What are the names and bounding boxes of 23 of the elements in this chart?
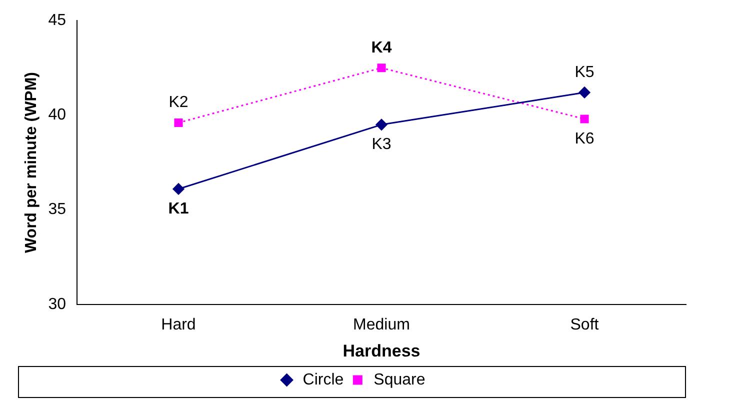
legend-label: Square xyxy=(374,371,426,388)
y-tick-label: 35 xyxy=(48,201,66,218)
legend-label: Circle xyxy=(302,371,344,388)
point xyxy=(376,118,388,130)
y-tick-label: 30 xyxy=(48,296,66,313)
y-tick-label: 40 xyxy=(48,106,66,124)
point xyxy=(578,86,590,98)
annotation: K2 xyxy=(168,94,188,112)
point xyxy=(377,64,386,72)
point xyxy=(172,183,184,195)
annotation: K3 xyxy=(372,136,392,154)
annotation: K5 xyxy=(574,64,594,81)
annotation: K1 xyxy=(168,200,189,218)
y-axis-title: Word per minute (WPM) xyxy=(23,72,40,254)
x-axis-title: Hardness xyxy=(342,341,420,360)
annotation: K4 xyxy=(371,39,392,56)
point xyxy=(174,118,183,128)
annotation: K6 xyxy=(574,130,594,148)
x-tick-label: Hard xyxy=(161,316,196,334)
x-tick-label: Medium xyxy=(353,316,410,334)
point xyxy=(580,114,589,124)
x-tick-label: Soft xyxy=(570,316,600,334)
y-tick-label: 45 xyxy=(48,12,66,30)
